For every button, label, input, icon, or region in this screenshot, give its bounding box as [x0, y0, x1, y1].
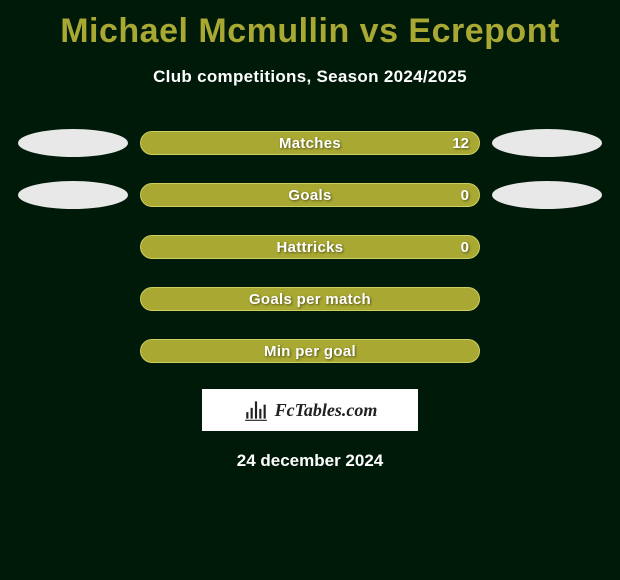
chart-icon [243, 397, 269, 423]
page-title: Michael Mcmullin vs Ecrepont [0, 0, 620, 51]
stat-bar: Hattricks 0 [140, 235, 480, 259]
stat-label: Matches [279, 135, 341, 152]
brand-text: FcTables.com [275, 400, 378, 421]
stat-row-min-per-goal: Min per goal [0, 337, 620, 365]
stat-label: Hattricks [277, 239, 344, 256]
stat-row-goals: Goals 0 [0, 181, 620, 209]
left-ellipse [18, 181, 128, 209]
brand-box[interactable]: FcTables.com [202, 389, 418, 431]
stat-value: 0 [461, 187, 469, 204]
stat-label: Goals per match [249, 291, 371, 308]
stat-bar: Goals per match [140, 287, 480, 311]
stat-bar: Goals 0 [140, 183, 480, 207]
stat-value: 12 [452, 135, 469, 152]
stats-area: Matches 12 Goals 0 Hattricks 0 Goals per… [0, 129, 620, 365]
stat-bar: Min per goal [140, 339, 480, 363]
right-ellipse [492, 129, 602, 157]
left-ellipse [18, 129, 128, 157]
stat-bar: Matches 12 [140, 131, 480, 155]
date-text: 24 december 2024 [0, 451, 620, 471]
stat-value: 0 [461, 239, 469, 256]
right-ellipse [492, 181, 602, 209]
stat-label: Min per goal [264, 343, 356, 360]
stat-label: Goals [288, 187, 331, 204]
stat-row-matches: Matches 12 [0, 129, 620, 157]
stat-row-hattricks: Hattricks 0 [0, 233, 620, 261]
subtitle: Club competitions, Season 2024/2025 [0, 67, 620, 87]
stat-row-goals-per-match: Goals per match [0, 285, 620, 313]
